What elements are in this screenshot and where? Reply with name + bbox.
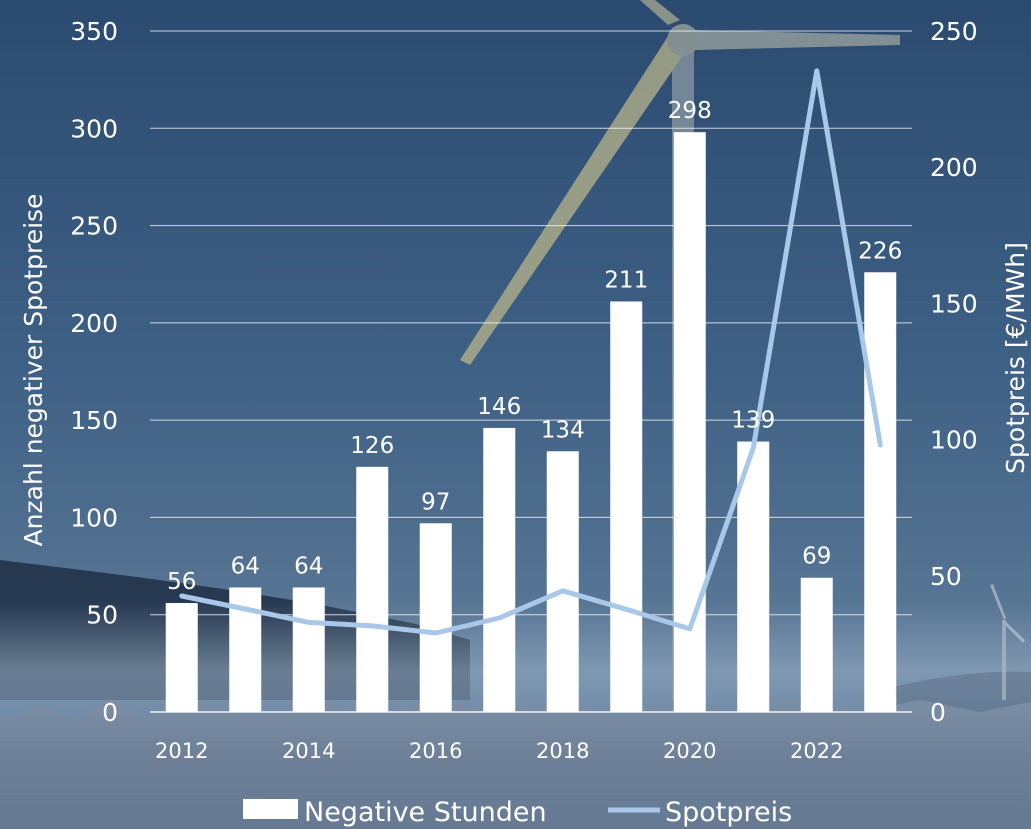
spotpreis-point-2014 bbox=[308, 621, 310, 623]
bar-label-2019: 211 bbox=[604, 267, 648, 293]
legend-swatch-bar bbox=[243, 799, 298, 819]
spotpreis-point-2017 bbox=[498, 617, 500, 619]
bar-2021 bbox=[737, 441, 770, 712]
spotpreis-point-2012 bbox=[181, 595, 183, 597]
y-right-tick-250: 250 bbox=[930, 17, 978, 46]
spotpreis-point-2023 bbox=[879, 444, 881, 446]
y-right-tick-200: 200 bbox=[930, 153, 978, 182]
x-tick-2018: 2018 bbox=[536, 739, 589, 763]
bar-2022 bbox=[800, 577, 833, 712]
spotpreis-point-2020 bbox=[689, 628, 691, 630]
y-left-tick-50: 50 bbox=[86, 601, 118, 630]
bar-2023 bbox=[864, 272, 897, 712]
bar-label-2017: 146 bbox=[477, 394, 521, 420]
y-left-tick-150: 150 bbox=[70, 406, 118, 435]
bar-label-2016: 97 bbox=[421, 489, 450, 515]
spotpreis-line bbox=[179, 68, 883, 636]
bar-label-2013: 64 bbox=[231, 553, 260, 579]
legend-label-line: Spotpreis bbox=[665, 797, 792, 828]
spotpreis-point-2016 bbox=[435, 632, 437, 634]
spotpreis-point-2022 bbox=[816, 70, 818, 72]
spotpreis-point-2018 bbox=[562, 590, 564, 592]
x-tick-2012: 2012 bbox=[155, 739, 208, 763]
legend: Negative Stunden Spotpreis bbox=[243, 797, 792, 828]
x-tick-2014: 2014 bbox=[282, 739, 335, 763]
bar-2020 bbox=[673, 132, 706, 713]
bar-label-2022: 69 bbox=[802, 544, 831, 570]
bar-label-2012: 56 bbox=[167, 569, 196, 595]
y-left-tick-100: 100 bbox=[70, 503, 118, 532]
bar-label-2014: 64 bbox=[294, 553, 323, 579]
y-left-tick-300: 300 bbox=[70, 114, 118, 143]
bar-data-labels: 56 64 64 126 97 146 134 211 298 139 69 226 bbox=[167, 98, 902, 595]
legend-label-bar: Negative Stunden bbox=[304, 797, 547, 828]
x-axis-ticks: 2012 2014 2016 2018 2020 2022 bbox=[155, 739, 843, 763]
spotpreis-point-2019 bbox=[625, 608, 627, 610]
y-axis-right-title: Spotpreis [€/MWh] bbox=[1001, 242, 1030, 474]
bar-label-2023: 226 bbox=[858, 238, 902, 264]
spotpreis-point-2013 bbox=[244, 608, 246, 610]
bar-2017 bbox=[483, 427, 516, 712]
bar-label-2020: 298 bbox=[668, 98, 712, 124]
x-tick-2020: 2020 bbox=[663, 739, 716, 763]
y-axis-left-title: Anzahl negativer Spotpreise bbox=[19, 194, 48, 547]
spotpreis-point-2021 bbox=[752, 447, 754, 449]
spotpreis-point-2015 bbox=[371, 625, 373, 627]
y-axis-left-ticks: 0 50 100 150 200 250 300 350 bbox=[70, 17, 118, 727]
gridlines bbox=[150, 30, 912, 713]
bar-2018 bbox=[546, 451, 579, 712]
y-right-tick-100: 100 bbox=[930, 426, 978, 455]
bar-2016 bbox=[419, 523, 452, 712]
bar-label-2018: 134 bbox=[541, 417, 585, 443]
y-right-tick-150: 150 bbox=[930, 289, 978, 318]
y-right-tick-0: 0 bbox=[930, 698, 946, 727]
y-axis-right-ticks: 0 50 100 150 200 250 bbox=[930, 17, 978, 727]
y-left-tick-350: 350 bbox=[70, 17, 118, 46]
bar-label-2021: 139 bbox=[731, 408, 775, 434]
line-spotpreis bbox=[179, 68, 883, 636]
bar-label-2015: 126 bbox=[350, 433, 394, 459]
bar-2014 bbox=[292, 587, 325, 712]
bars-negative-stunden bbox=[165, 132, 897, 713]
bar-2012 bbox=[165, 603, 198, 712]
y-left-tick-250: 250 bbox=[70, 212, 118, 241]
y-right-tick-50: 50 bbox=[930, 562, 962, 591]
bar-2015 bbox=[356, 466, 389, 712]
bar-2019 bbox=[610, 301, 643, 712]
x-tick-2022: 2022 bbox=[790, 739, 843, 763]
y-left-tick-200: 200 bbox=[70, 309, 118, 338]
y-left-tick-0: 0 bbox=[102, 698, 118, 727]
x-tick-2016: 2016 bbox=[409, 739, 462, 763]
